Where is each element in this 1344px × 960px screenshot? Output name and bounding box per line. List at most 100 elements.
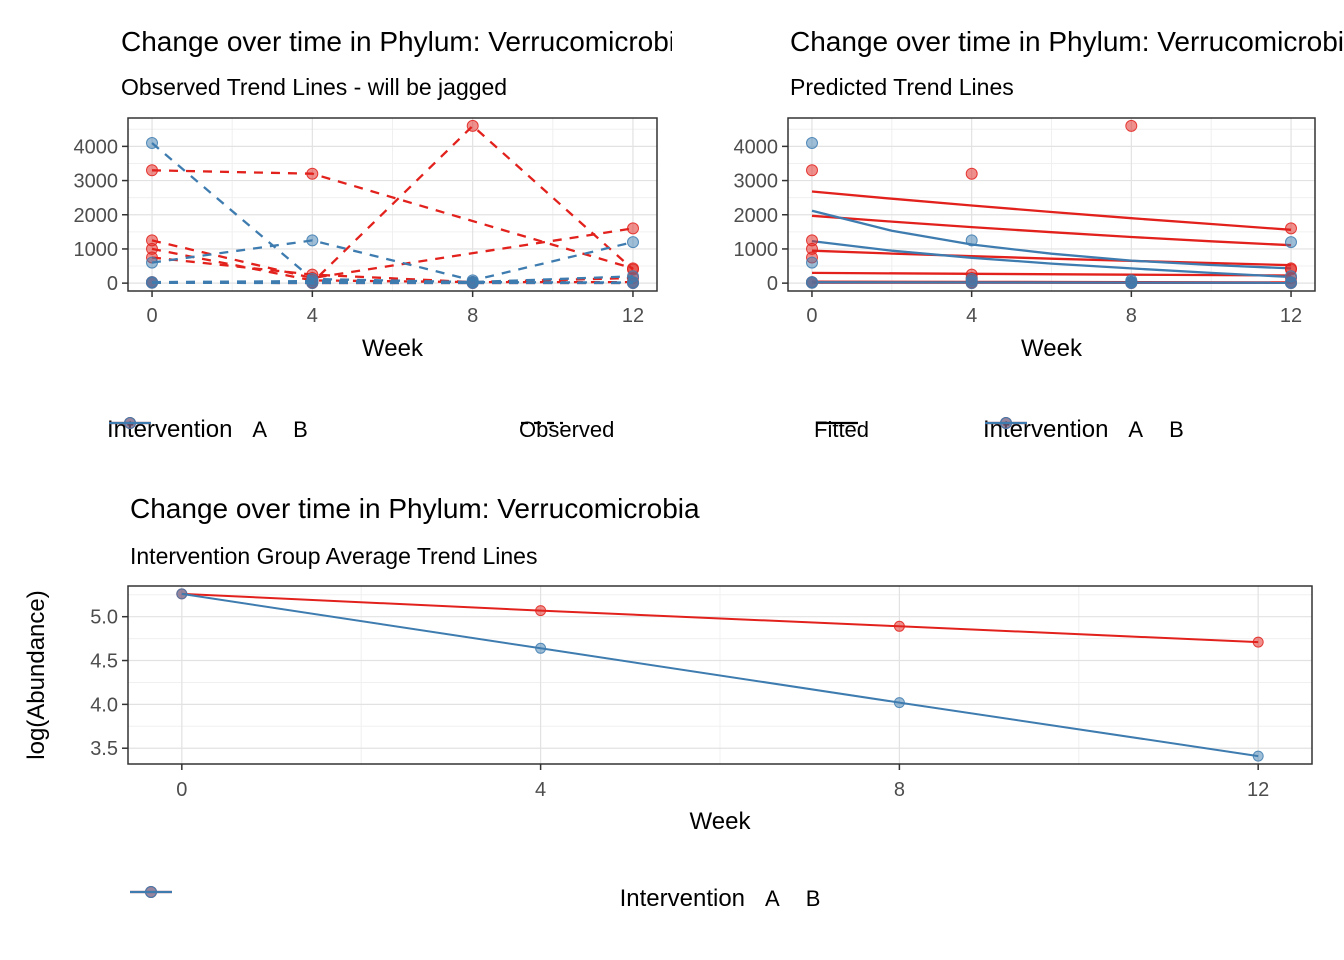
legend-key-dashed-line-icon (521, 421, 563, 425)
chart-title: Change over time in Phylum: Verrucomicro… (130, 493, 700, 524)
data-point (176, 588, 188, 600)
series-B-fit3 (811, 281, 1292, 284)
legend-label: B (805, 886, 821, 911)
data-point (627, 236, 639, 249)
data-point (1252, 636, 1264, 648)
predicted-plot-svg: 0 4 8 12 0 1000 2000 3000 4000 Week (734, 117, 1316, 362)
legend-label: A (1128, 417, 1144, 442)
legend-item: A (985, 417, 1169, 443)
x-axis-title: Week (362, 335, 424, 362)
data-point (146, 164, 158, 177)
data-point (806, 256, 818, 269)
data-point (965, 234, 978, 247)
series-A-fit1 (811, 190, 1292, 231)
legend-item: Fitted (814, 417, 869, 443)
series-B-subj4 (146, 276, 639, 289)
legend-group: Intervention A B (983, 412, 1184, 448)
y-tick-label: 1000 (74, 239, 119, 261)
y-tick-label: 0 (107, 273, 118, 295)
data-point (965, 277, 978, 289)
y-tick-label: 0 (767, 273, 778, 295)
series-B-points (806, 137, 1297, 289)
x-tick-label: 12 (1247, 779, 1269, 801)
observed-trend-chart: Change over time in Phylum: Verrucomicro… (0, 0, 673, 465)
data-point (535, 605, 547, 617)
legend-label: Observed (519, 417, 615, 442)
data-point (1125, 119, 1138, 132)
legend-label: A (765, 886, 780, 911)
data-point (1125, 277, 1138, 289)
observed-chart-legend: Intervention A B Observed (0, 412, 672, 448)
legend-item: B (985, 417, 1184, 443)
series-B-fit1 (811, 209, 1292, 270)
data-point (893, 697, 905, 709)
x-tick-label: 8 (467, 305, 478, 327)
data-point (146, 137, 158, 149)
data-point (146, 256, 158, 269)
data-point (893, 620, 905, 632)
legend-item: A (130, 886, 806, 912)
data-point (627, 222, 639, 235)
chart-subtitle: Predicted Trend Lines (790, 74, 1014, 100)
data-point (806, 164, 818, 177)
data-point (535, 642, 547, 654)
legend-title: Intervention (619, 885, 746, 912)
legend-key-solid-line-icon (816, 421, 858, 425)
axes: 0 4 8 12 0 1000 2000 3000 4000 Week (734, 136, 1303, 362)
y-tick-label: 3000 (74, 171, 119, 193)
x-axis-title: Week (690, 808, 752, 835)
legend-group: Intervention A B (130, 881, 821, 917)
axes: 0 4 8 12 3.5 4.0 4.5 5.0 Week log(Abundance) (23, 590, 1269, 835)
legend-label: B (293, 417, 308, 442)
data-point (806, 276, 818, 289)
panel-border (127, 117, 658, 292)
chart-subtitle: Intervention Group Average Trend Lines (130, 543, 538, 569)
panel-border (127, 585, 1313, 765)
legend-item: B (109, 417, 308, 443)
y-tick-label: 3.5 (90, 738, 118, 760)
average-chart-legend: Intervention A B (128, 881, 1312, 917)
legend-key-point-line-icon (985, 417, 1027, 429)
panel-border (787, 117, 1316, 292)
x-tick-label: 4 (966, 305, 977, 327)
y-axis-title: log(Abundance) (23, 590, 50, 759)
chart-title: Change over time in Phylum: Verrucomicro… (790, 26, 1344, 57)
legend-group: Fitted (814, 412, 869, 448)
chart-title: Change over time in Phylum: Verrucomicro… (121, 26, 672, 57)
y-tick-label: 3000 (734, 171, 779, 193)
y-tick-label: 1000 (734, 239, 779, 261)
observed-plot-svg: 0 4 8 12 0 1000 2000 3000 4000 Week (74, 117, 658, 362)
data-point (965, 167, 978, 180)
legend-item: B (130, 886, 821, 912)
x-tick-label: 0 (806, 305, 817, 327)
y-tick-label: 5.0 (90, 607, 118, 629)
chart-subtitle: Observed Trend Lines - will be jagged (121, 74, 508, 100)
y-tick-label: 4.5 (90, 651, 118, 673)
series-B-mean (176, 588, 1264, 762)
x-tick-label: 4 (307, 305, 318, 327)
average-plot-svg: 0 4 8 12 3.5 4.0 4.5 5.0 Week log(Abundance) (23, 585, 1313, 835)
data-point (466, 277, 479, 289)
group-average-chart: Change over time in Phylum: Verrucomicro… (0, 465, 1344, 960)
series-B-fit2 (811, 239, 1292, 279)
x-tick-label: 8 (1126, 305, 1137, 327)
data-point (306, 167, 319, 180)
series-A-fit4 (811, 271, 1292, 277)
x-tick-label: 8 (894, 779, 905, 801)
x-tick-label: 12 (622, 305, 644, 327)
data-point (1285, 222, 1297, 235)
legend-key-point-line-icon (130, 886, 172, 898)
series-A-fit3 (811, 249, 1292, 267)
axes: 0 4 8 12 0 1000 2000 3000 4000 Week (74, 136, 645, 362)
x-tick-label: 4 (535, 779, 546, 801)
data-point (466, 119, 479, 132)
x-tick-label: 0 (176, 779, 187, 801)
y-tick-label: 4.0 (90, 694, 118, 716)
y-tick-label: 2000 (734, 205, 779, 227)
legend-item: Observed (519, 417, 614, 443)
legend-item: A (109, 417, 293, 443)
predicted-trend-chart: Change over time in Phylum: Verrucomicro… (672, 0, 1344, 465)
y-tick-label: 2000 (74, 205, 119, 227)
predicted-chart-legend: Fitted Intervention A B (672, 412, 1344, 448)
